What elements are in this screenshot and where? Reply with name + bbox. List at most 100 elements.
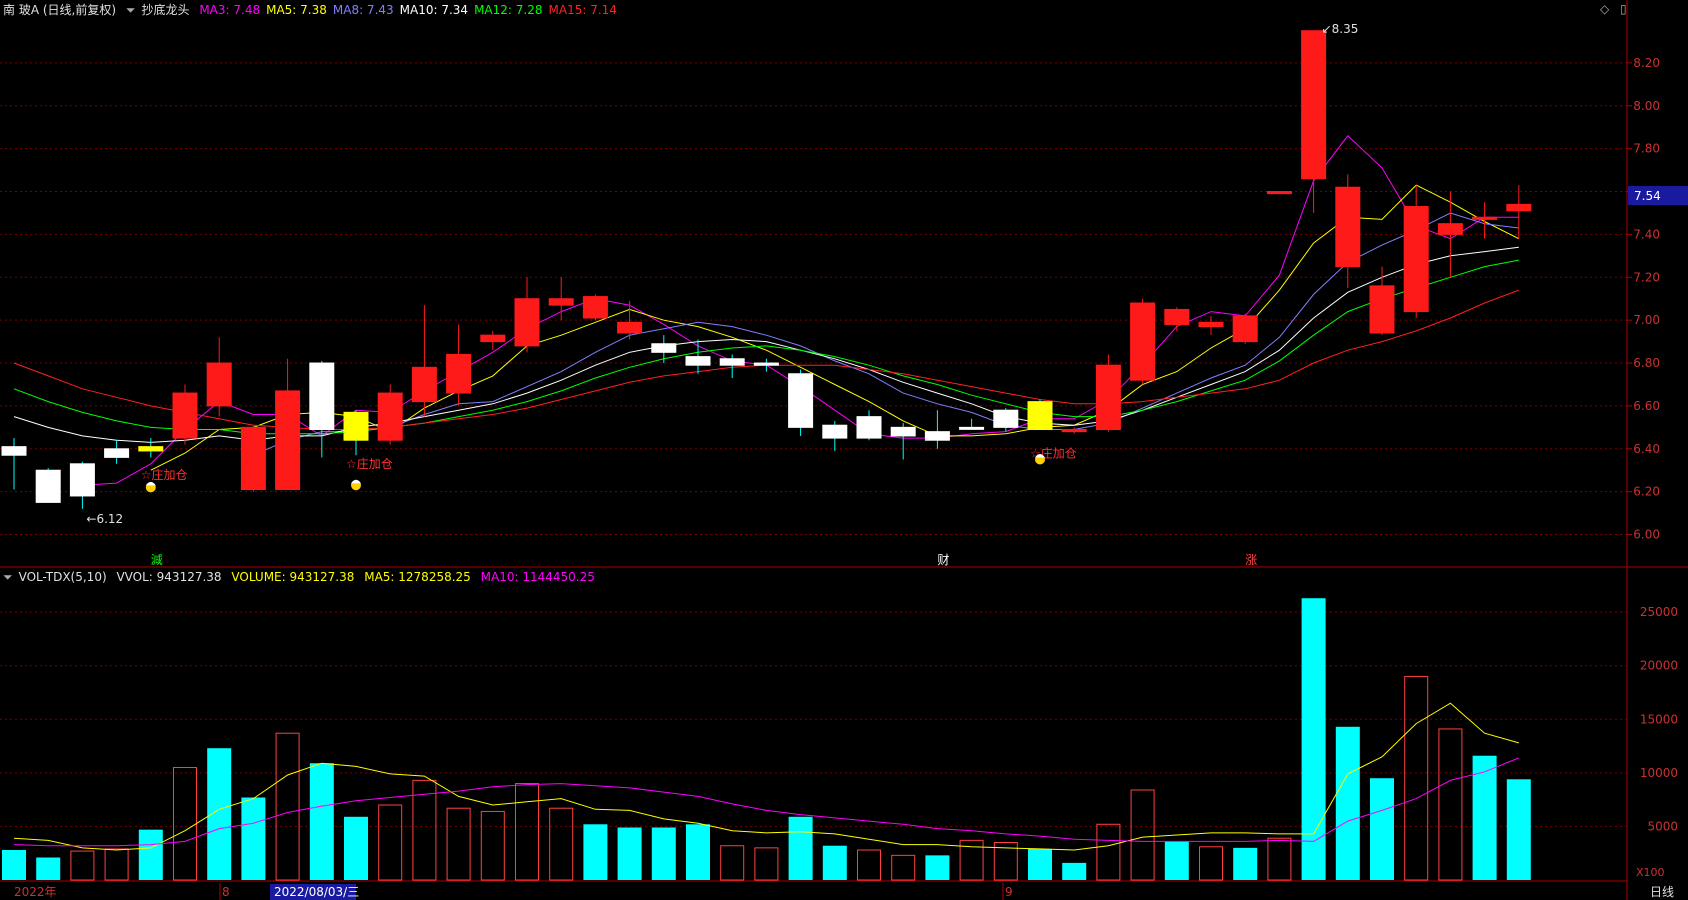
ma-legend-item: MA12: 7.28 — [474, 3, 543, 17]
volume-bar — [70, 850, 95, 881]
candle-body — [685, 356, 711, 366]
candle-body — [993, 409, 1019, 428]
volume-tick-label: 25000 — [1640, 605, 1678, 619]
volume-bar — [651, 827, 676, 880]
candle-body — [1506, 203, 1532, 212]
candle-body — [651, 343, 677, 353]
vvol-value: VVOL: 943127.38 — [116, 570, 222, 584]
volume-bar — [275, 732, 300, 881]
volume-bar — [2, 850, 26, 880]
ma12-line — [13, 259, 1519, 435]
volume-bar — [857, 849, 881, 881]
volume-tick-label: 20000 — [1640, 659, 1678, 673]
candle-body — [822, 424, 848, 439]
candle-body — [1095, 364, 1121, 431]
candle-body — [446, 353, 472, 394]
vol-dropdown-icon[interactable]: ⏷ — [3, 570, 13, 584]
price-tick-label: 6.60 — [1633, 399, 1660, 413]
price-tick-label: 6.00 — [1633, 528, 1660, 542]
low-price-label: ←6.12 — [86, 512, 123, 526]
volume-panel-header: ⏷ VOL-TDX(5,10) VVOL: 943127.38 VOLUME: 9… — [0, 567, 601, 587]
volume-bar — [720, 845, 745, 881]
candle-body — [1027, 401, 1053, 431]
current-price-badge — [1628, 186, 1688, 205]
signal-label: ☆庄加仓 — [141, 467, 188, 482]
volume-bar — [617, 827, 642, 880]
volume-unit-label: X100 — [1636, 866, 1665, 879]
volume-bar — [549, 807, 574, 881]
volume-bar — [959, 839, 984, 881]
candle-body — [275, 390, 301, 491]
volume-bar — [993, 842, 1018, 881]
price-panel-header: 南 玻A (日线,前复权) ⏷ 抄底龙头 MA3: 7.48 MA5: 7.38 MA… — [0, 0, 629, 20]
candle-body — [959, 426, 985, 430]
window-icon[interactable]: ▯ — [1620, 2, 1627, 16]
period-label: 日线 — [1650, 885, 1674, 899]
candle-body — [890, 426, 916, 437]
candle-body — [1164, 308, 1190, 325]
candle-body — [1403, 206, 1429, 313]
candle-body — [480, 334, 506, 343]
candle-body — [582, 296, 608, 319]
candle-body — [719, 358, 745, 366]
indicator-dropdown-icon[interactable]: ⏷ — [125, 3, 136, 17]
stock-title: 南 玻A (日线,前复权) — [3, 3, 117, 17]
candle-body — [377, 392, 403, 441]
candle-body — [1437, 223, 1463, 235]
vol-indicator-name[interactable]: VOL-TDX(5,10) — [18, 570, 107, 584]
candle-body — [240, 426, 266, 491]
candle-body — [411, 366, 437, 403]
ma-legend: MA3: 7.48 MA5: 7.38 MA8: 7.43 MA10: 7.34 MA1… — [199, 3, 623, 17]
volume-bar — [1438, 728, 1463, 881]
price-tick-label: 7.80 — [1633, 142, 1660, 156]
volume-bar — [1096, 823, 1121, 881]
volume-bar — [1233, 847, 1258, 880]
date-badge — [270, 884, 356, 900]
volume-bar — [1267, 837, 1292, 881]
ma-legend-item: MA3: 7.48 — [199, 3, 261, 17]
candle-body — [1232, 315, 1258, 343]
candle-body — [69, 463, 95, 497]
event-marker: 減 — [151, 552, 163, 567]
candle-body — [343, 411, 369, 441]
candle-body — [1266, 191, 1292, 195]
coin-icon-top — [351, 479, 361, 484]
volume-bar — [925, 855, 950, 880]
candle-body — [104, 448, 130, 458]
candle-body — [1, 446, 27, 456]
vol-ma10-line — [13, 757, 1519, 847]
candle-body — [788, 373, 814, 428]
month-label: 8 — [222, 885, 230, 899]
ma-legend-item: MA15: 7.14 — [548, 3, 617, 17]
volume-bar — [1404, 675, 1429, 881]
price-tick-label: 6.80 — [1633, 356, 1660, 370]
volume-bar — [1130, 789, 1155, 881]
volume-value: VOLUME: 943127.38 — [231, 570, 355, 584]
candle-body — [1130, 302, 1156, 381]
volume-bar — [822, 845, 847, 880]
price-tick-label: 7.00 — [1633, 313, 1660, 327]
volume-bar — [1335, 726, 1360, 880]
vol-ma5-value: MA5: 1278258.25 — [364, 570, 471, 584]
expand-icon[interactable]: ◇ — [1600, 2, 1610, 16]
price-tick-label: 6.40 — [1633, 442, 1660, 456]
signal-label: ☆庄加仓 — [346, 456, 393, 471]
candle-body — [548, 298, 574, 306]
volume-tick-label: 10000 — [1640, 766, 1678, 780]
volume-bar — [241, 797, 266, 880]
indicator-name[interactable]: 抄底龙头 — [141, 3, 190, 17]
volume-bar — [1370, 778, 1394, 880]
volume-bar — [1472, 755, 1497, 880]
candle-body — [35, 469, 61, 503]
volume-bar — [344, 816, 368, 880]
year-label: 2022年 — [14, 885, 57, 899]
volume-bar — [36, 857, 61, 880]
coin-icon-top — [145, 481, 156, 486]
candle-body — [856, 416, 882, 439]
volume-bar — [686, 824, 710, 880]
candle-body — [309, 362, 335, 431]
volume-bar — [138, 829, 163, 880]
volume-bar — [754, 847, 779, 881]
high-price-label: ↙8.35 — [1322, 22, 1359, 36]
